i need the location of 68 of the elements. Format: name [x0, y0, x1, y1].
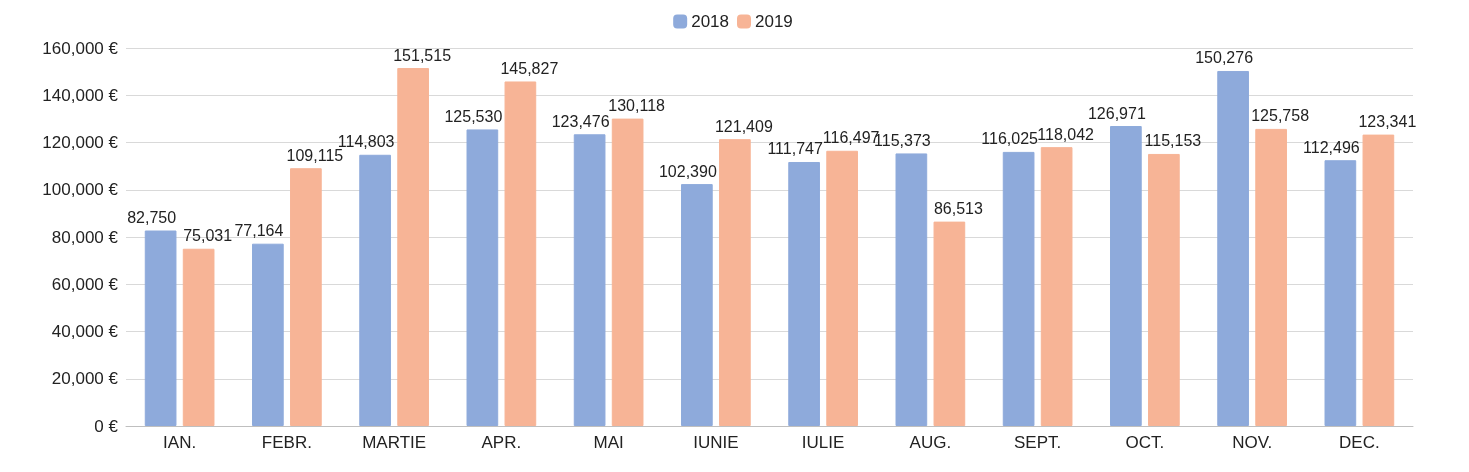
y-tick-label: 140,000 €	[42, 85, 119, 105]
x-tick-label: FEBR.	[261, 433, 312, 452]
bar	[1148, 153, 1180, 426]
y-tick-label: 20,000 €	[51, 369, 119, 389]
x-tick-label: IAN.	[163, 433, 197, 452]
data-label: 102,390	[658, 162, 717, 180]
bar	[1362, 134, 1395, 426]
x-tick-label: NOV.	[1232, 433, 1273, 452]
data-label: 121,409	[714, 117, 773, 135]
legend-label: 2018	[691, 12, 730, 31]
bar	[397, 68, 429, 426]
bar	[1324, 160, 1357, 426]
data-label: 77,164	[234, 222, 284, 240]
data-label: 150,276	[1195, 49, 1254, 67]
y-tick-label: 0 €	[94, 416, 119, 436]
x-tick-label: APR.	[481, 433, 522, 452]
bar	[681, 184, 713, 426]
bar	[933, 221, 966, 426]
x-tick-label: SEPT.	[1014, 433, 1062, 452]
data-label: 118,042	[1037, 125, 1095, 143]
data-label: 75,031	[183, 227, 233, 245]
y-tick-label: 40,000 €	[51, 322, 119, 341]
data-label: 151,515	[393, 46, 452, 64]
y-tick-label: 80,000 €	[51, 227, 119, 247]
bar	[895, 153, 928, 426]
y-tick-label: 160,000 €	[42, 38, 119, 58]
bar	[359, 154, 391, 426]
x-tick-label: DEC.	[1339, 433, 1380, 452]
bar	[1110, 126, 1142, 426]
data-label: 86,513	[933, 200, 983, 218]
bar	[1040, 147, 1073, 426]
bar	[252, 243, 284, 426]
data-label: 130,118	[608, 97, 666, 115]
data-label: 82,750	[127, 209, 177, 226]
bar	[719, 139, 751, 426]
data-label: 145,827	[500, 59, 559, 77]
x-tick-label: MARTIE	[362, 433, 427, 452]
x-tick-label: MAI	[593, 433, 624, 452]
data-label: 125,530	[444, 107, 503, 125]
data-label: 109,115	[286, 146, 344, 164]
y-tick-label: 60,000 €	[51, 274, 119, 294]
x-tick-label: AUG.	[909, 433, 952, 452]
data-label: 125,758	[1251, 107, 1310, 125]
bar	[1255, 128, 1287, 426]
x-tick-label: IUNIE	[693, 433, 739, 452]
x-tick-label: IULIE	[801, 433, 845, 452]
bar	[826, 150, 858, 426]
bar	[1217, 70, 1249, 426]
data-label: 111,747	[767, 140, 823, 158]
data-label: 112,496	[1303, 138, 1360, 156]
x-tick-label: OCT.	[1125, 433, 1165, 452]
legend-label: 2019	[755, 12, 793, 31]
bar	[573, 134, 606, 426]
data-label: 123,476	[551, 112, 610, 130]
y-tick-label: 120,000 €	[42, 133, 119, 152]
bar	[788, 162, 820, 426]
bar	[182, 248, 215, 426]
bar	[504, 81, 537, 426]
y-tick-label: 100,000 €	[42, 180, 119, 200]
data-label: 115,153	[1144, 132, 1202, 150]
bar	[290, 168, 322, 426]
bar	[144, 230, 177, 426]
bar	[611, 118, 644, 426]
bar	[466, 129, 499, 426]
bar	[1002, 151, 1035, 426]
data-label: 116,025	[981, 130, 1039, 148]
data-label: 126,971	[1087, 104, 1146, 122]
data-label: 123,341	[1358, 113, 1417, 131]
